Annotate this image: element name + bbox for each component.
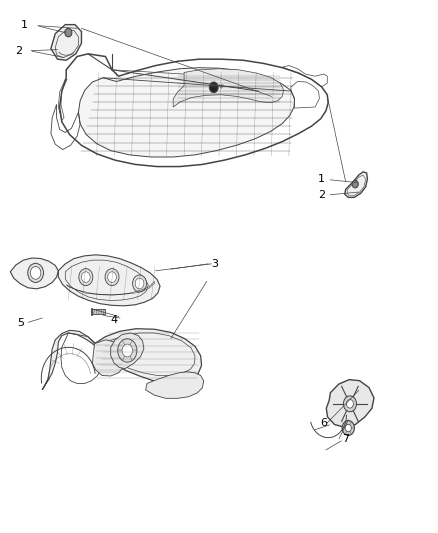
Polygon shape	[78, 68, 294, 157]
Circle shape	[135, 278, 144, 289]
Polygon shape	[60, 54, 328, 166]
Circle shape	[133, 275, 147, 292]
Polygon shape	[326, 379, 374, 427]
Polygon shape	[146, 372, 204, 398]
Circle shape	[209, 82, 218, 93]
Polygon shape	[92, 309, 106, 314]
Text: 1: 1	[21, 20, 28, 30]
Circle shape	[343, 396, 357, 412]
Polygon shape	[58, 255, 160, 306]
Text: 5: 5	[17, 318, 24, 328]
Circle shape	[122, 344, 133, 357]
Polygon shape	[92, 340, 125, 376]
Text: 4: 4	[111, 314, 118, 325]
Polygon shape	[173, 69, 284, 107]
Circle shape	[342, 421, 354, 435]
Polygon shape	[91, 308, 92, 316]
Circle shape	[30, 266, 41, 279]
Polygon shape	[42, 330, 96, 390]
Circle shape	[346, 400, 353, 408]
Text: 1: 1	[318, 174, 325, 184]
Text: 3: 3	[211, 259, 218, 269]
Circle shape	[79, 269, 93, 286]
Circle shape	[108, 272, 117, 282]
Polygon shape	[51, 25, 81, 60]
Text: ψ: ψ	[219, 83, 223, 89]
Text: 7: 7	[342, 434, 349, 445]
Text: 2: 2	[15, 46, 23, 56]
Circle shape	[65, 28, 72, 37]
Polygon shape	[11, 258, 58, 289]
Circle shape	[105, 269, 119, 286]
Circle shape	[81, 272, 90, 282]
Polygon shape	[345, 172, 367, 197]
Circle shape	[345, 424, 351, 432]
Circle shape	[28, 263, 43, 282]
Polygon shape	[95, 329, 201, 383]
Circle shape	[118, 339, 137, 362]
Polygon shape	[111, 333, 144, 368]
Circle shape	[352, 180, 358, 188]
Text: 2: 2	[318, 190, 325, 200]
Text: 6: 6	[320, 418, 327, 429]
